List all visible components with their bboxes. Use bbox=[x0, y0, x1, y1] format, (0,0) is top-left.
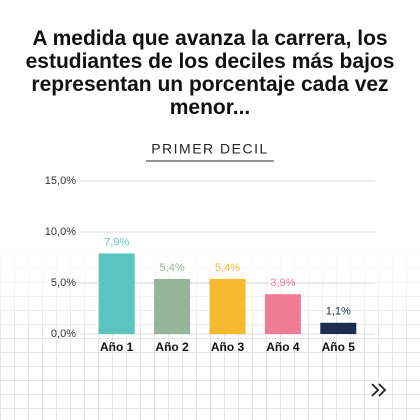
bar bbox=[154, 278, 191, 334]
value-label: 1,1% bbox=[326, 306, 351, 318]
chart-title: A medida que avanza la carrera, los estu… bbox=[25, 27, 395, 119]
y-tick-label: 10,0% bbox=[45, 226, 76, 238]
value-label: 7,9% bbox=[104, 236, 129, 248]
bar bbox=[209, 278, 246, 334]
x-tick-label: Año 5 bbox=[322, 340, 356, 354]
chart-subtitle: PRIMER DECIL bbox=[151, 141, 269, 157]
y-tick-label: 15,0% bbox=[45, 175, 76, 187]
x-tick-label: Año 3 bbox=[211, 340, 245, 354]
x-tick-label: Año 4 bbox=[266, 340, 300, 354]
bar bbox=[264, 294, 301, 334]
next-icon bbox=[371, 383, 387, 397]
bar bbox=[320, 322, 357, 334]
value-label: 3,9% bbox=[270, 277, 295, 289]
x-tick-label: Año 1 bbox=[100, 340, 134, 354]
y-tick-label: 5,0% bbox=[51, 277, 76, 289]
value-label: 5,4% bbox=[160, 262, 185, 274]
value-label: 5,4% bbox=[215, 262, 240, 274]
bar bbox=[98, 253, 135, 334]
x-tick-label: Año 2 bbox=[155, 340, 189, 354]
y-tick-label: 0,0% bbox=[51, 328, 76, 340]
